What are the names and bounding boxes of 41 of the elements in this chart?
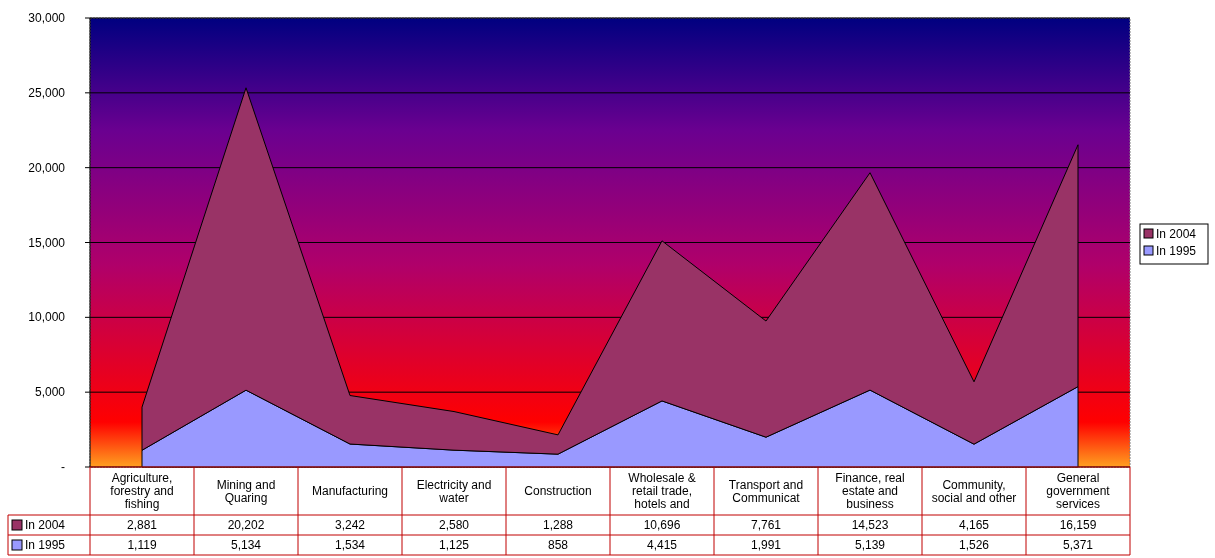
text: In 1995 (1156, 244, 1197, 258)
x-tick-label: General government services (1046, 471, 1111, 511)
data-label: 1,991 (750, 538, 782, 552)
data-label: 858 (547, 538, 569, 552)
y-tick-label: 5,000 (34, 385, 66, 400)
x-tick-label: Agriculture, forestry and fishing (110, 471, 174, 511)
data-label: 4,165 (958, 518, 990, 532)
legend-label: In 1995 (25, 538, 66, 552)
y-tick-label: 20,000 (28, 160, 66, 175)
data-label: 2,580 (438, 518, 470, 532)
data-label: 3,242 (334, 518, 366, 532)
x-tick-label: Transport and Communicat (728, 477, 804, 505)
x-tick-label: Mining and Quaring (216, 477, 276, 505)
data-label: 10,696 (643, 518, 681, 532)
data-label: 1,526 (958, 538, 990, 552)
x-tick-label: Electricity and water (416, 477, 492, 505)
x-tick-label: Finance, real estate and business (835, 471, 905, 511)
text: In 2004 (25, 518, 66, 532)
data-label: 1,288 (542, 518, 574, 532)
legend-label: In 2004 (1156, 227, 1197, 241)
data-label: 1,119 (127, 538, 157, 552)
x-tick-label: Wholesale & retail trade, hotels and (628, 471, 696, 511)
data-label: 1,125 (438, 538, 470, 552)
data-label: 16,159 (1059, 518, 1097, 532)
x-tick-label: Construction (524, 484, 592, 498)
x-tick-label: Community, social and other (931, 477, 1017, 505)
y-tick-label: 15,000 (28, 235, 66, 250)
data-label: 2,881 (126, 518, 158, 532)
y-tick-label: 10,000 (28, 310, 66, 325)
data-label: 20,202 (227, 518, 265, 532)
data-label: 5,134 (230, 538, 262, 552)
data-label: 14,523 (851, 518, 889, 532)
y-tick-label: 30,000 (28, 11, 66, 25)
data-label: 1,534 (334, 538, 366, 552)
data-label: 4,415 (646, 538, 678, 552)
data-label: 5,139 (854, 538, 886, 552)
data-label: 7,761 (750, 518, 782, 532)
y-tick-label: - (61, 460, 65, 474)
y-tick-label: 25,000 (28, 85, 66, 100)
x-tick-label: Manufacturing (311, 484, 389, 498)
data-label: 5,371 (1062, 538, 1094, 552)
